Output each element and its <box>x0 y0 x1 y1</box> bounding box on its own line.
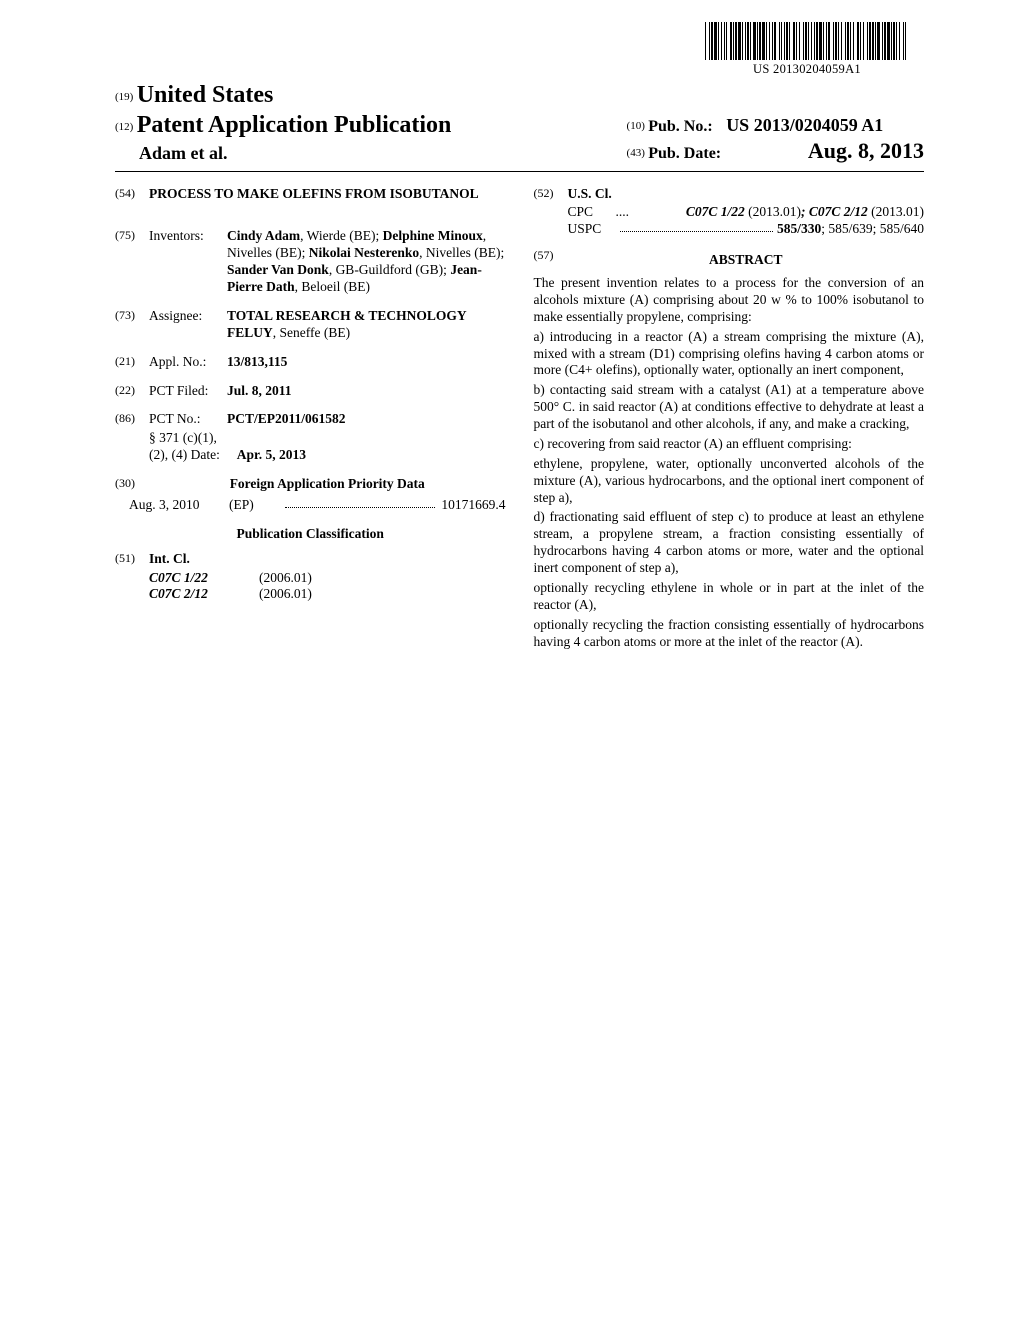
field-num-52: (52) <box>534 186 568 203</box>
field-num-86: (86) <box>115 411 149 428</box>
inventors-value: Cindy Adam, Wierde (BE); Delphine Minoux… <box>227 228 506 296</box>
intcl-code: C07C 2/12 <box>149 586 259 603</box>
document-header: (19) United States (12) Patent Applicati… <box>115 80 924 165</box>
priority-row: Aug. 3, 2010 (EP) 10171669.4 <box>115 497 506 514</box>
country: United States <box>137 82 274 108</box>
abstract-heading: ABSTRACT <box>568 252 925 269</box>
s371-line1: § 371 (c)(1), <box>149 430 506 447</box>
field-num-10: (10) <box>627 120 645 132</box>
dotted-leader <box>285 497 435 508</box>
uspc-line: USPC 585/330; 585/639; 585/640 <box>568 221 925 238</box>
field-num-75: (75) <box>115 228 149 296</box>
intcl-list: C07C 1/22(2006.01)C07C 2/12(2006.01) <box>149 570 506 604</box>
pubno-label: Pub. No.: <box>648 118 712 135</box>
cpc-line: CPC .... C07C 1/22 (2013.01); C07C 2/12 … <box>568 204 925 221</box>
applno-value: 13/813,115 <box>227 354 506 371</box>
uspc-lead: USPC <box>568 221 616 238</box>
assignee-tail: , Seneffe (BE) <box>273 325 350 340</box>
abstract-step: d) fractionating said effluent of step c… <box>534 509 925 577</box>
invention-title: PROCESS TO MAKE OLEFINS FROM ISOBUTANOL <box>149 186 506 203</box>
field-num-57: (57) <box>534 248 568 275</box>
right-column: (52) U.S. Cl. CPC .... C07C 1/22 (2013.0… <box>534 186 925 654</box>
cpc-lead: CPC <box>568 204 616 221</box>
uspc-value: 585/330; 585/639; 585/640 <box>777 221 924 238</box>
foreign-priority-heading: Foreign Application Priority Data <box>149 476 506 493</box>
uspc-rest: ; 585/639; 585/640 <box>821 221 924 236</box>
abstract-step: optionally recycling ethylene in whole o… <box>534 580 925 614</box>
barcode-block: US 20130204059A1 <box>705 22 909 78</box>
field-num-19: (19) <box>115 91 133 103</box>
inventors-label: Inventors: <box>149 228 227 296</box>
pctfiled-value: Jul. 8, 2011 <box>227 383 506 400</box>
publication-type: Patent Application Publication <box>137 112 452 138</box>
field-num-54: (54) <box>115 186 149 217</box>
abstract-intro: The present invention relates to a proce… <box>534 275 925 326</box>
priority-country: (EP) <box>229 497 279 514</box>
field-num-22: (22) <box>115 383 149 400</box>
abstract-step: a) introducing in a reactor (A) a stream… <box>534 329 925 380</box>
intcl-row: C07C 1/22(2006.01) <box>149 570 506 587</box>
abstract-step: optionally recycling the fraction consis… <box>534 617 925 651</box>
dotted-leader <box>620 221 773 232</box>
field-num-30: (30) <box>115 476 149 493</box>
intcl-row: C07C 2/12(2006.01) <box>149 586 506 603</box>
abstract-step: ethylene, propylene, water, optionally u… <box>534 456 925 507</box>
barcode <box>705 22 909 60</box>
assignee-label: Assignee: <box>149 308 227 342</box>
pubno-value: US 2013/0204059 A1 <box>726 115 883 135</box>
uspc-bold: 585/330 <box>777 221 821 236</box>
left-column: (54) PROCESS TO MAKE OLEFINS FROM ISOBUT… <box>115 186 506 654</box>
priority-appno: 10171669.4 <box>441 497 505 514</box>
intcl-code: C07C 1/22 <box>149 570 259 587</box>
barcode-number: US 20130204059A1 <box>705 62 909 78</box>
pctfiled-label: PCT Filed: <box>149 383 227 400</box>
cpc-value: C07C 1/22 (2013.01); C07C 2/12 (2013.01) <box>686 204 924 219</box>
applno-label: Appl. No.: <box>149 354 227 371</box>
field-num-43: (43) <box>627 147 645 159</box>
abstract-body: The present invention relates to a proce… <box>534 275 925 650</box>
field-num-12: (12) <box>115 121 133 133</box>
intcl-version: (2006.01) <box>259 586 312 603</box>
pctno-label: PCT No.: <box>149 411 227 428</box>
header-authors: Adam et al. <box>139 142 451 165</box>
abstract-step: c) recovering from said reactor (A) an e… <box>534 436 925 453</box>
intcl-label: Int. Cl. <box>149 551 506 568</box>
pubdate-value: Aug. 8, 2013 <box>808 138 924 163</box>
s371-line2-label: (2), (4) Date: <box>149 447 220 462</box>
pctno-value: PCT/EP2011/061582 <box>227 411 506 428</box>
field-num-51: (51) <box>115 551 149 568</box>
header-rule <box>115 171 924 172</box>
publication-classification-heading: Publication Classification <box>115 526 506 543</box>
s371-date: Apr. 5, 2013 <box>237 447 306 462</box>
field-num-21: (21) <box>115 354 149 371</box>
abstract-step: b) contacting said stream with a catalys… <box>534 382 925 433</box>
field-num-73: (73) <box>115 308 149 342</box>
pubdate-label: Pub. Date: <box>648 145 721 162</box>
assignee-value: TOTAL RESEARCH & TECHNOLOGY FELUY, Senef… <box>227 308 506 342</box>
intcl-version: (2006.01) <box>259 570 312 587</box>
uscl-label: U.S. Cl. <box>568 186 925 203</box>
priority-date: Aug. 3, 2010 <box>129 497 229 514</box>
